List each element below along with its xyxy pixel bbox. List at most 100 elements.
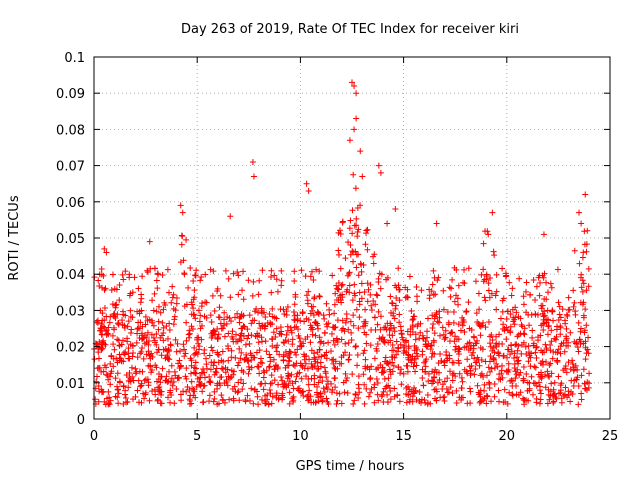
data-point — [482, 297, 489, 304]
data-point — [331, 310, 338, 317]
data-point — [343, 377, 350, 384]
data-point — [119, 271, 126, 278]
data-point — [520, 377, 527, 384]
data-point — [269, 393, 276, 400]
data-point — [464, 356, 471, 363]
data-point — [337, 230, 344, 237]
data-point — [435, 319, 442, 326]
data-point — [381, 367, 388, 374]
data-point — [351, 292, 358, 299]
data-point — [339, 317, 346, 324]
data-point — [548, 370, 555, 377]
data-point — [361, 318, 368, 325]
data-point — [526, 291, 533, 298]
data-point — [474, 382, 481, 389]
data-point — [309, 331, 316, 338]
data-point — [351, 82, 358, 89]
data-point — [555, 346, 562, 353]
data-point — [412, 368, 419, 375]
data-point — [490, 248, 497, 255]
data-point — [550, 399, 557, 406]
data-point — [324, 378, 331, 385]
data-point — [126, 271, 133, 278]
data-point — [455, 301, 462, 308]
data-point — [533, 283, 540, 290]
data-point — [490, 356, 497, 363]
data-point — [364, 246, 371, 253]
data-point — [166, 348, 173, 355]
data-point — [578, 220, 585, 227]
data-point — [388, 300, 395, 307]
data-point — [538, 302, 545, 309]
data-point — [561, 391, 568, 398]
data-point — [200, 365, 207, 372]
data-point — [395, 345, 402, 352]
data-point — [183, 337, 190, 344]
data-point — [201, 350, 208, 357]
data-point — [192, 365, 199, 372]
data-point — [399, 334, 406, 341]
data-point — [123, 399, 130, 406]
data-point — [275, 381, 282, 388]
data-point — [463, 308, 470, 315]
data-point — [544, 368, 551, 375]
data-point — [263, 348, 270, 355]
y-tick-label: 0.01 — [56, 377, 85, 392]
data-point — [101, 304, 108, 311]
data-point — [191, 311, 198, 318]
data-point — [307, 310, 314, 317]
data-point — [493, 333, 500, 340]
data-point — [135, 319, 142, 326]
data-point — [422, 399, 429, 406]
data-point — [574, 366, 581, 373]
data-point — [578, 284, 585, 291]
data-point — [580, 249, 587, 256]
data-point — [413, 362, 420, 369]
data-point — [413, 283, 420, 290]
data-point — [155, 346, 162, 353]
data-point — [169, 294, 176, 301]
data-point — [535, 334, 542, 341]
data-point — [328, 357, 335, 364]
data-point — [478, 356, 485, 363]
data-point — [148, 331, 155, 338]
data-point — [449, 276, 456, 283]
data-point — [269, 313, 276, 320]
data-point — [305, 187, 312, 194]
data-point — [236, 315, 243, 322]
data-point — [367, 291, 374, 298]
data-point — [311, 319, 318, 326]
data-point — [187, 265, 194, 272]
data-point — [207, 266, 214, 273]
data-point — [233, 331, 240, 338]
data-point — [321, 315, 328, 322]
data-point — [115, 390, 122, 397]
data-point — [347, 217, 354, 224]
data-point — [522, 288, 529, 295]
data-point — [251, 386, 258, 393]
data-point — [129, 353, 136, 360]
data-point — [338, 360, 345, 367]
data-point — [166, 289, 173, 296]
data-point — [177, 362, 184, 369]
data-point — [400, 370, 407, 377]
data-point — [563, 311, 570, 318]
data-point — [125, 350, 132, 357]
data-point — [167, 399, 174, 406]
data-point — [225, 330, 232, 337]
data-point — [300, 351, 307, 358]
data-point — [181, 303, 188, 310]
data-point — [240, 333, 247, 340]
data-point — [94, 319, 101, 326]
data-point — [539, 361, 546, 368]
data-point — [144, 376, 151, 383]
data-point — [550, 348, 557, 355]
data-point — [120, 337, 127, 344]
data-point — [350, 249, 357, 256]
data-point — [499, 308, 506, 315]
data-point — [513, 382, 520, 389]
data-point — [545, 372, 552, 379]
data-point — [206, 392, 213, 399]
data-point — [302, 360, 309, 367]
data-point — [237, 355, 244, 362]
